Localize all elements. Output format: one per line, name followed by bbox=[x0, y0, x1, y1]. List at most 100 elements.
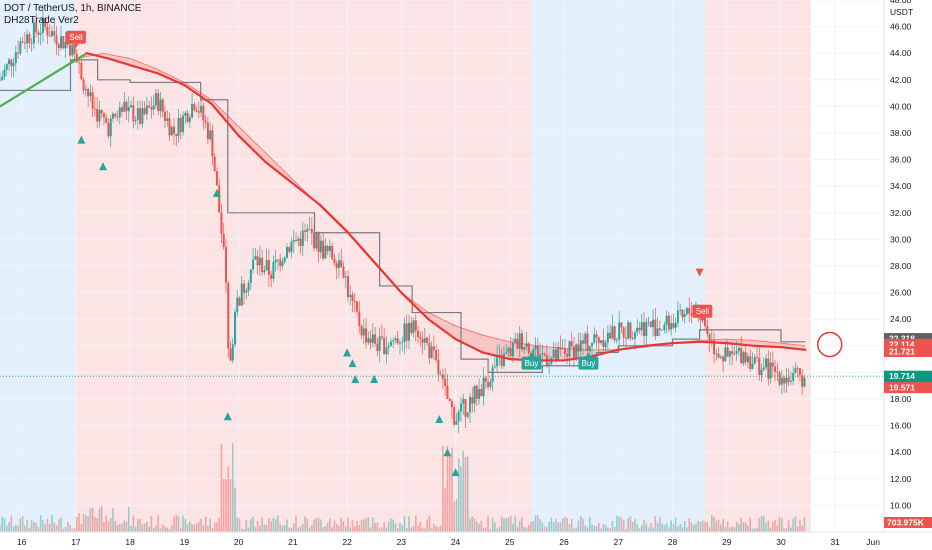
candle-body-74 bbox=[166, 118, 169, 121]
candle-body-220 bbox=[496, 356, 499, 367]
candle-body-14 bbox=[30, 42, 33, 44]
volume-bar-147 bbox=[331, 527, 333, 532]
candle-body-43 bbox=[96, 108, 99, 122]
volume-bar-319 bbox=[720, 524, 722, 532]
volume-bar-311 bbox=[701, 520, 704, 532]
candle-body-349 bbox=[787, 377, 790, 382]
sell-tag-pointer-3 bbox=[699, 317, 706, 322]
volume-bar-39 bbox=[87, 516, 89, 532]
candle-body-196 bbox=[441, 374, 444, 380]
volume-bar-334 bbox=[753, 528, 756, 532]
x-tick-12: 28 bbox=[668, 537, 678, 547]
candle-body-215 bbox=[484, 377, 487, 382]
candle-body-117 bbox=[263, 270, 266, 273]
candle-body-314 bbox=[708, 334, 711, 342]
volume-bar-40 bbox=[89, 508, 92, 532]
volume-bar-209 bbox=[471, 516, 474, 532]
volume-bar-222 bbox=[500, 516, 503, 532]
volume-bar-3 bbox=[5, 525, 8, 532]
candle-body-343 bbox=[774, 366, 777, 372]
candle-body-223 bbox=[502, 353, 505, 366]
candle-body-278 bbox=[627, 322, 630, 339]
volume-bar-286 bbox=[645, 523, 648, 532]
price-label-bg-0 bbox=[884, 333, 932, 345]
volume-bar-126 bbox=[283, 525, 286, 532]
volume-bar-84 bbox=[189, 521, 191, 532]
volume-bar-312 bbox=[704, 521, 706, 532]
volume-bar-120 bbox=[270, 521, 272, 532]
candle-body-13 bbox=[28, 34, 31, 43]
volume-bar-219 bbox=[494, 522, 496, 532]
volume-bar-224 bbox=[505, 518, 507, 532]
volume-bar-308 bbox=[695, 523, 697, 532]
time-axis[interactable]: 16 17 18 19 20 21 22 23 24 25 26 27 28 29 30 31 Jun bbox=[0, 531, 932, 550]
candle-body-341 bbox=[769, 362, 772, 379]
candle-body-315 bbox=[710, 340, 713, 342]
volume-bar-21 bbox=[46, 518, 49, 532]
volume-bar-78 bbox=[175, 515, 178, 532]
candle-body-131 bbox=[295, 239, 298, 241]
volume-bar-177 bbox=[399, 522, 401, 532]
candle-body-107 bbox=[240, 283, 243, 306]
candle-body-354 bbox=[798, 368, 801, 376]
candle-body-3 bbox=[5, 63, 8, 70]
candle-body-100 bbox=[224, 247, 227, 283]
candle-body-271 bbox=[611, 326, 614, 339]
candle-body-265 bbox=[597, 337, 600, 344]
volume-bar-72 bbox=[161, 524, 164, 532]
candle-body-8 bbox=[17, 52, 20, 54]
price-label-1: 22.114 bbox=[889, 339, 915, 349]
candle-body-87 bbox=[195, 110, 198, 112]
x-tick-9: 25 bbox=[505, 537, 515, 547]
candle-body-345 bbox=[778, 372, 781, 385]
volume-bar-43 bbox=[96, 518, 98, 532]
volume-bar-118 bbox=[265, 524, 268, 532]
candle-body-234 bbox=[527, 343, 530, 354]
candle-body-190 bbox=[428, 342, 431, 359]
y-tick-11: 32.00 bbox=[890, 208, 912, 218]
volume-bar-91 bbox=[204, 516, 207, 532]
candle-body-126 bbox=[283, 257, 286, 262]
candle-body-125 bbox=[281, 261, 284, 267]
volume-bar-82 bbox=[184, 519, 187, 532]
candle-body-50 bbox=[111, 113, 114, 119]
candle-body-204 bbox=[459, 403, 462, 412]
candle-body-114 bbox=[256, 256, 259, 266]
volume-bar-34 bbox=[76, 516, 78, 532]
volume-bar-16 bbox=[35, 522, 37, 532]
volume-bar-257 bbox=[579, 516, 582, 532]
candle-body-330 bbox=[744, 352, 747, 363]
candle-body-162 bbox=[365, 328, 368, 343]
y-tick-8: 26.00 bbox=[890, 288, 912, 298]
volume-bar-100 bbox=[225, 478, 227, 532]
candle-body-250 bbox=[563, 348, 566, 354]
volume-bar-131 bbox=[295, 516, 297, 532]
volume-bar-252 bbox=[568, 524, 571, 532]
volume-bar-27 bbox=[60, 517, 62, 532]
candle-body-237 bbox=[534, 345, 537, 350]
fast-ma-segment-9 bbox=[210, 102, 240, 137]
volume-bar-320 bbox=[722, 519, 724, 532]
candle-body-23 bbox=[50, 31, 53, 37]
volume-bar-235 bbox=[530, 521, 532, 532]
volume-bar-113 bbox=[254, 527, 257, 532]
volume-bar-143 bbox=[322, 527, 324, 532]
fast-ma-segment-27 bbox=[698, 340, 728, 345]
volume-bar-322 bbox=[726, 521, 729, 532]
volume-bar-79 bbox=[177, 516, 180, 532]
price-label-bg-4 bbox=[884, 382, 932, 394]
volume-bar-71 bbox=[159, 528, 162, 532]
volume-bar-289 bbox=[652, 527, 654, 532]
candle-body-294 bbox=[663, 324, 666, 330]
candle-body-226 bbox=[509, 347, 512, 357]
candle-body-138 bbox=[310, 228, 313, 234]
candle-body-241 bbox=[543, 353, 546, 356]
price-label-2: 21.721 bbox=[889, 347, 915, 357]
candle-body-55 bbox=[123, 102, 126, 112]
y-tick-14: 38.00 bbox=[890, 128, 912, 138]
candle-body-177 bbox=[398, 342, 401, 344]
price-axis[interactable]: 10.00 12.00 14.00 16.00 18.00 24.00 26.00 28.00… bbox=[883, 0, 932, 550]
volume-bar-229 bbox=[516, 526, 519, 532]
candle-body-191 bbox=[430, 346, 433, 359]
